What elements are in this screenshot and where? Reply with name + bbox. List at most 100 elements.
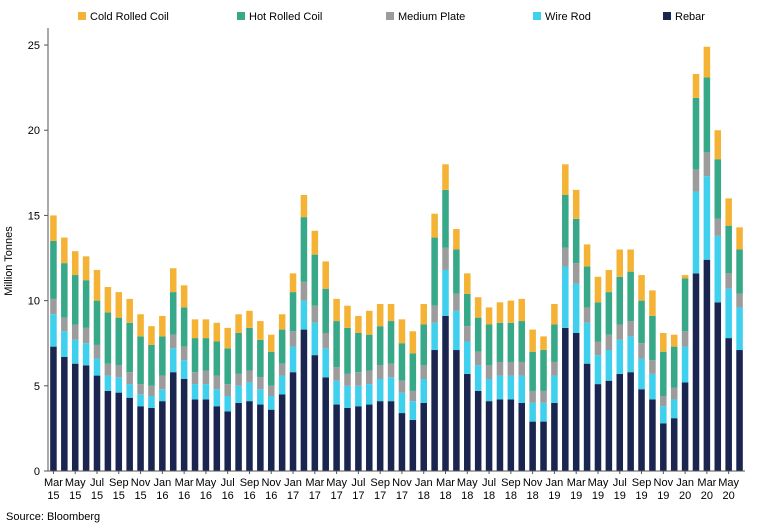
x-tick-label-year: 20: [679, 490, 691, 502]
bar-segment-medium-plate: [224, 384, 231, 397]
bar-segment-cold-rolled-coil: [82, 256, 90, 281]
bar-segment-hot-rolled-coil: [93, 300, 101, 345]
bar-segment-hot-rolled-coil: [703, 77, 711, 153]
bar-segment-cold-rolled-coil: [409, 331, 417, 354]
bar-segment-wire-rod: [387, 377, 395, 402]
bar-segment-wire-rod: [627, 336, 634, 373]
x-tick-label-year: 17: [352, 490, 364, 502]
bar-segment-rebar: [572, 332, 580, 471]
x-tick-label-month: Mar: [175, 477, 194, 489]
bar-segment-hot-rolled-coil: [61, 263, 68, 318]
x-tick-label-month: May: [65, 477, 86, 489]
bar-segment-medium-plate: [169, 334, 177, 349]
x-tick-label-month: Jul: [351, 477, 365, 489]
bar-stack: [366, 310, 373, 471]
bar-segment-hot-rolled-coil: [333, 321, 340, 368]
bar-segment-hot-rolled-coil: [159, 336, 166, 376]
bar-segment-cold-rolled-coil: [583, 244, 591, 267]
bar-segment-rebar: [594, 384, 602, 471]
x-tick-label-month: Sep: [501, 477, 521, 489]
bar-segment-cold-rolled-coil: [692, 74, 700, 98]
bar-segment-medium-plate: [453, 293, 460, 311]
bar-stack: [148, 326, 155, 471]
y-tick-label: 15: [28, 210, 40, 222]
bar-segment-hot-rolled-coil: [376, 326, 384, 366]
bar-segment-cold-rolled-coil: [736, 227, 743, 250]
bar-segment-medium-plate: [376, 365, 384, 379]
bar-segment-hot-rolled-coil: [605, 292, 613, 335]
bar-segment-medium-plate: [681, 331, 689, 347]
bar-segment-medium-plate: [540, 390, 547, 403]
bar-segment-cold-rolled-coil: [148, 326, 155, 345]
bar-segment-rebar: [115, 392, 123, 471]
bar-segment-hot-rolled-coil: [616, 276, 624, 325]
bar-segment-hot-rolled-coil: [366, 334, 373, 371]
bar-segment-medium-plate: [61, 317, 68, 332]
bar-segment-cold-rolled-coil: [670, 334, 678, 347]
bar-segment-cold-rolled-coil: [681, 275, 689, 279]
bar-segment-hot-rolled-coil: [71, 275, 79, 325]
bar-segment-medium-plate: [670, 387, 678, 400]
bar-segment-wire-rod: [169, 348, 177, 373]
bar-segment-hot-rolled-coil: [529, 351, 536, 391]
bar-stack: [627, 249, 634, 471]
bar-segment-wire-rod: [61, 331, 68, 357]
bar-segment-medium-plate: [660, 396, 667, 407]
legend-label: Cold Rolled Coil: [90, 11, 169, 23]
legend-item: Medium Plate: [386, 11, 465, 23]
bar-segment-rebar: [376, 401, 384, 471]
legend-label: Rebar: [675, 11, 705, 23]
bar-segment-rebar: [398, 413, 406, 471]
bar-segment-hot-rolled-coil: [583, 266, 591, 308]
bar-stack: [300, 194, 308, 471]
bar-segment-cold-rolled-coil: [104, 286, 112, 313]
bar-segment-wire-rod: [496, 375, 504, 400]
bar-stack: [104, 286, 112, 471]
bar-segment-wire-rod: [376, 378, 384, 402]
bar-segment-cold-rolled-coil: [540, 336, 547, 351]
bar-segment-cold-rolled-coil: [333, 298, 340, 322]
bar-stack: [572, 189, 580, 471]
bar-segment-medium-plate: [409, 390, 417, 402]
bar-segment-wire-rod: [82, 343, 90, 366]
legend-item: Wire Rod: [533, 11, 591, 23]
bar-segment-hot-rolled-coil: [594, 302, 602, 342]
bar-segment-rebar: [453, 350, 460, 471]
x-tick-label-year: 18: [505, 490, 517, 502]
bar-segment-medium-plate: [235, 373, 242, 386]
bar-segment-rebar: [638, 389, 645, 471]
x-tick-label-year: 15: [69, 490, 81, 502]
legend-item: Rebar: [663, 11, 705, 23]
bar-segment-medium-plate: [213, 375, 221, 390]
bar-segment-medium-plate: [518, 361, 526, 376]
x-tick-label-year: 17: [287, 490, 299, 502]
x-tick-label-month: Mar: [697, 477, 716, 489]
bar-segment-cold-rolled-coil: [714, 130, 722, 160]
bar-segment-medium-plate: [311, 305, 319, 323]
bar-segment-medium-plate: [115, 365, 123, 378]
bar-segment-rebar: [300, 329, 308, 471]
bar-segment-cold-rolled-coil: [191, 319, 199, 339]
bar-segment-medium-plate: [507, 361, 515, 376]
bar-segment-hot-rolled-coil: [300, 217, 308, 282]
bar-segment-rebar: [649, 399, 656, 471]
bar-segment-rebar: [387, 401, 395, 471]
y-tick-label: 20: [28, 125, 40, 137]
bar-segment-hot-rolled-coil: [660, 351, 667, 397]
bar-segment-cold-rolled-coil: [300, 194, 308, 218]
bar-segment-wire-rod: [638, 358, 645, 390]
bar-stack: [126, 298, 133, 471]
x-tick-label-month: Jan: [415, 477, 433, 489]
bar-segment-hot-rolled-coil: [267, 351, 275, 386]
bar-segment-hot-rolled-coil: [627, 271, 634, 322]
bar-segment-medium-plate: [289, 331, 297, 347]
bar-segment-hot-rolled-coil: [725, 225, 732, 274]
bar-segment-rebar: [355, 406, 362, 471]
bar-segment-medium-plate: [322, 332, 329, 349]
bar-segment-wire-rod: [126, 384, 133, 398]
bar-segment-rebar: [442, 315, 449, 471]
y-axis-label: Million Tonnes: [3, 226, 15, 296]
bar-segment-rebar: [344, 407, 351, 471]
x-tick-label-year: 18: [527, 490, 539, 502]
bar-segment-wire-rod: [605, 350, 613, 381]
